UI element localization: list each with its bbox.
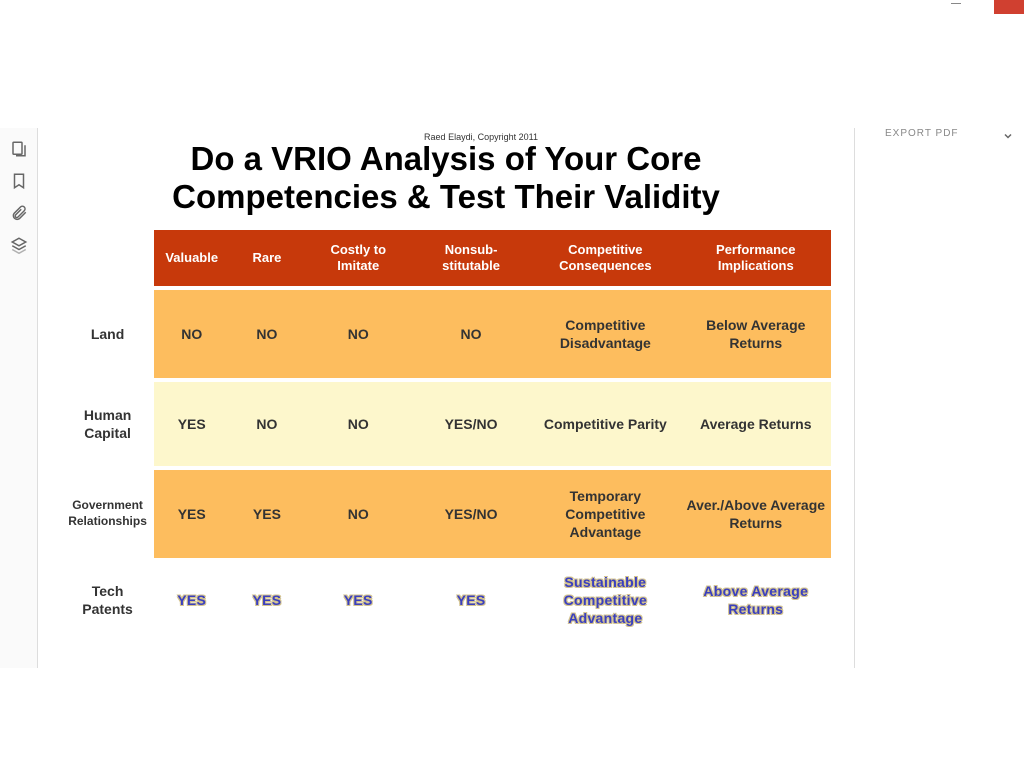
header-valuable: Valuable: [154, 230, 229, 288]
cell-valuable: YES: [177, 592, 206, 608]
cell-valuable: NO: [154, 288, 229, 380]
cell-nonsub: YES/NO: [412, 468, 530, 560]
cell-imitate: NO: [305, 468, 412, 560]
header-nonsub: Nonsub-stitutable: [412, 230, 530, 288]
layers-icon[interactable]: [10, 236, 28, 254]
table-row: Government Relationships YES YES NO YES/…: [61, 468, 831, 560]
cell-valuable: YES: [154, 380, 229, 468]
header-consequences: Competitive Consequences: [530, 230, 680, 288]
cell-nonsub: YES: [457, 592, 486, 608]
cell-implications: Below Average Returns: [681, 288, 831, 380]
cell-consequences: Competitive Parity: [530, 380, 680, 468]
cell-consequences: Competitive Disadvantage: [530, 288, 680, 380]
row-label: Land: [61, 288, 154, 380]
bottom-blank-area: [0, 668, 1024, 768]
cell-implications: Above Average Returns: [703, 583, 808, 617]
table-header-row: Valuable Rare Costly to Imitate Nonsub-s…: [61, 230, 831, 288]
window-top-bar: [0, 0, 1024, 128]
cell-imitate: NO: [305, 288, 412, 380]
content-area: Raed Elaydi, Copyright 2011 Do a VRIO An…: [38, 128, 1024, 668]
thumbnails-icon[interactable]: [10, 140, 28, 158]
cell-consequences: Temporary Competitive Advantage: [530, 468, 680, 560]
cell-consequences: Sustainable Competitive Advantage: [564, 574, 647, 626]
cell-nonsub: NO: [412, 288, 530, 380]
row-label: Human Capital: [61, 380, 154, 468]
document-viewer: Raed Elaydi, Copyright 2011 Do a VRIO An…: [38, 128, 854, 668]
cell-rare: NO: [229, 288, 304, 380]
table-row: Land NO NO NO NO Competitive Disadvantag…: [61, 288, 831, 380]
title-line-1: Do a VRIO Analysis of Your Core: [190, 140, 701, 177]
cell-rare: NO: [229, 380, 304, 468]
cell-rare: YES: [252, 592, 281, 608]
table-row: Human Capital YES NO NO YES/NO Competiti…: [61, 380, 831, 468]
close-button[interactable]: [994, 0, 1024, 14]
row-label: Tech Patents: [61, 560, 154, 640]
slide-title: Do a VRIO Analysis of Your Core Competen…: [48, 140, 844, 216]
export-pdf-label[interactable]: EXPORT PDF: [885, 128, 959, 139]
header-blank: [61, 230, 154, 288]
chevron-down-icon[interactable]: [1002, 130, 1014, 142]
cell-imitate: YES: [344, 592, 373, 608]
cell-valuable: YES: [154, 468, 229, 560]
minimize-icon[interactable]: [951, 3, 961, 4]
cell-implications: Average Returns: [681, 380, 831, 468]
cell-imitate: NO: [305, 380, 412, 468]
cell-rare: YES: [229, 468, 304, 560]
header-imitate: Costly to Imitate: [305, 230, 412, 288]
table-row: Tech Patents YES YES YES YES Sustainable…: [61, 560, 831, 640]
cell-nonsub: YES/NO: [412, 380, 530, 468]
attachment-icon[interactable]: [10, 204, 28, 222]
title-line-2: Competencies & Test Their Validity: [172, 178, 720, 215]
cell-implications: Aver./Above Average Returns: [681, 468, 831, 560]
bookmark-icon[interactable]: [10, 172, 28, 190]
header-implications: Performance Implications: [681, 230, 831, 288]
vrio-table: Valuable Rare Costly to Imitate Nonsub-s…: [61, 230, 831, 642]
row-label: Government Relationships: [61, 468, 154, 560]
header-rare: Rare: [229, 230, 304, 288]
pdf-sidebar: [0, 128, 38, 668]
right-tools-panel: EXPORT PDF: [854, 128, 1024, 668]
